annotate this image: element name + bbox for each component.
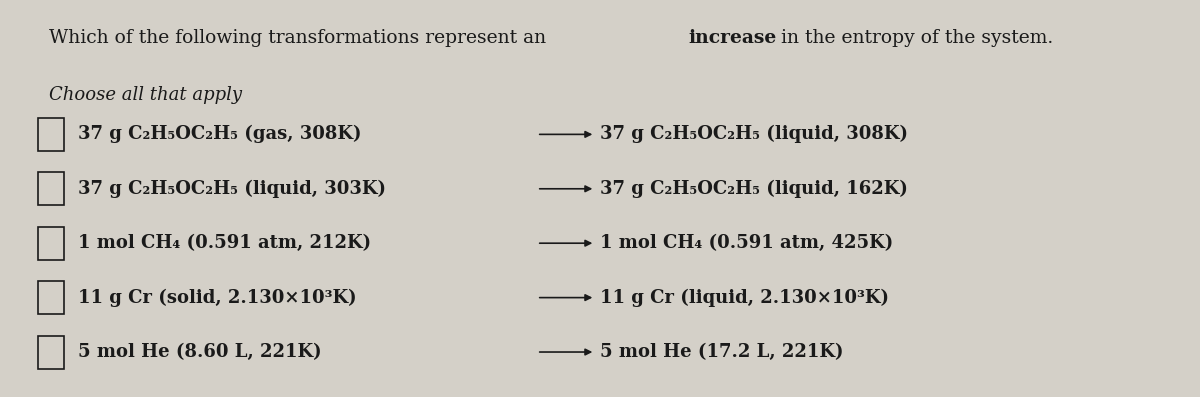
Text: in the entropy of the system.: in the entropy of the system. <box>775 29 1054 47</box>
Text: 37 g C₂H₅OC₂H₅ (liquid, 303K): 37 g C₂H₅OC₂H₅ (liquid, 303K) <box>78 180 386 198</box>
Text: 11 g Cr (liquid, 2.130×10³K): 11 g Cr (liquid, 2.130×10³K) <box>600 289 889 307</box>
Text: 37 g C₂H₅OC₂H₅ (liquid, 162K): 37 g C₂H₅OC₂H₅ (liquid, 162K) <box>600 180 908 198</box>
Text: 1 mol CH₄ (0.591 atm, 212K): 1 mol CH₄ (0.591 atm, 212K) <box>78 234 371 252</box>
Text: Which of the following transformations represent an: Which of the following transformations r… <box>49 29 552 47</box>
Text: Choose all that apply: Choose all that apply <box>49 86 242 104</box>
Text: 5 mol He (17.2 L, 221K): 5 mol He (17.2 L, 221K) <box>600 343 844 361</box>
Text: 37 g C₂H₅OC₂H₅ (gas, 308K): 37 g C₂H₅OC₂H₅ (gas, 308K) <box>78 125 361 143</box>
Text: 11 g Cr (solid, 2.130×10³K): 11 g Cr (solid, 2.130×10³K) <box>78 289 356 307</box>
Text: increase: increase <box>688 29 776 47</box>
Text: 1 mol CH₄ (0.591 atm, 425K): 1 mol CH₄ (0.591 atm, 425K) <box>600 234 893 252</box>
Text: 5 mol He (8.60 L, 221K): 5 mol He (8.60 L, 221K) <box>78 343 322 361</box>
Text: 37 g C₂H₅OC₂H₅ (liquid, 308K): 37 g C₂H₅OC₂H₅ (liquid, 308K) <box>600 125 908 143</box>
